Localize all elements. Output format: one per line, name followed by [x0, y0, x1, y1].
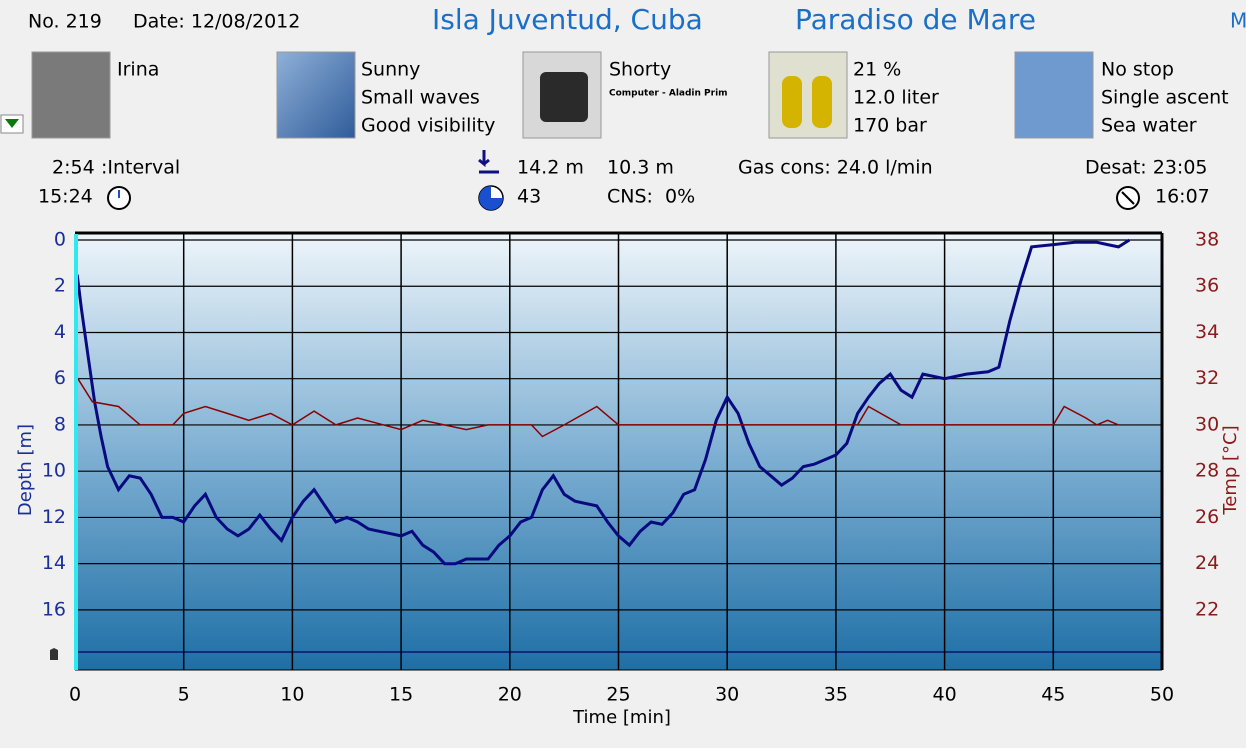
temperature-line: [74, 373, 1119, 438]
x-tick-label: 35: [824, 684, 848, 706]
dive-photo[interactable]: [1014, 51, 1094, 139]
x-tick-label: 0: [69, 684, 81, 706]
tank-photo[interactable]: [768, 51, 848, 139]
interval-label: :Interval: [101, 157, 180, 179]
cut-text: M: [1230, 9, 1246, 33]
y2-tick-label: 30: [1195, 413, 1219, 435]
depth-icon: [478, 150, 499, 174]
location: Isla Juventud, Cuba: [432, 3, 703, 36]
dropdown-arrow: [5, 119, 19, 128]
panel-text: 21 %: [853, 59, 901, 81]
y-tick-label: 2: [54, 275, 66, 297]
x-tick-label: 10: [280, 684, 304, 706]
y-tick-label: 8: [54, 413, 66, 435]
depth-line: [75, 238, 1131, 566]
x-tick-label: 15: [389, 684, 413, 706]
max-depth: 14.2 m: [517, 157, 584, 179]
panel-text: Sea water: [1101, 115, 1197, 137]
panel-text: Irina: [117, 59, 159, 81]
y2-tick-label: 28: [1195, 460, 1219, 482]
nofly-slash: [1121, 191, 1135, 205]
buddy-photo[interactable]: [31, 51, 111, 139]
y-tick-label: 14: [42, 552, 66, 574]
x-tick-label: 25: [606, 684, 630, 706]
duration: 43: [517, 186, 541, 208]
y-axis-label: Depth [m]: [15, 424, 36, 516]
x-tick-label: 5: [178, 684, 190, 706]
y2-tick-label: 26: [1195, 506, 1219, 528]
y2-tick-label: 32: [1195, 367, 1219, 389]
x-tick-label: 40: [933, 684, 957, 706]
y2-tick-label: 24: [1195, 552, 1219, 574]
panel-text: Single ascent: [1101, 87, 1229, 109]
series: [74, 238, 1131, 566]
interval: 2:54: [52, 157, 95, 179]
panel-text: Sunny: [361, 59, 420, 81]
panel-subtext: Computer - Aladin Prim: [609, 89, 728, 99]
tank-icon: [782, 76, 802, 128]
entry-time: 15:24: [38, 186, 93, 208]
y-tick-label: 12: [42, 506, 66, 528]
x-tick-label: 45: [1041, 684, 1065, 706]
x-tick-label: 50: [1150, 684, 1174, 706]
panel-text: No stop: [1101, 59, 1174, 81]
avg-depth: 10.3 m: [607, 157, 674, 179]
panel-text: Shorty: [609, 59, 671, 81]
bottom-icon: [50, 648, 58, 660]
y2-tick-label: 22: [1195, 598, 1219, 620]
dive-number: No. 219: [28, 11, 102, 33]
desaturation: Desat: 23:05: [1085, 157, 1208, 179]
y-tick-label: 10: [42, 460, 66, 482]
x-tick-label: 30: [715, 684, 739, 706]
y-tick-label: 4: [54, 321, 66, 343]
y2-axis-label: Temp [°C]: [1220, 425, 1241, 515]
dive-date: Date: 12/08/2012: [133, 11, 300, 33]
duration-pie: [479, 186, 503, 210]
no-fly-time: 16:07: [1155, 186, 1210, 208]
gas-consumption: Gas cons: 24.0 l/min: [738, 157, 933, 179]
tank-icon: [812, 76, 832, 128]
panel-text: Good visibility: [361, 115, 495, 137]
weather-photo[interactable]: [276, 51, 356, 139]
x-axis-label: Time [min]: [572, 707, 671, 728]
panel-text: Small waves: [361, 87, 480, 109]
panel-text: 170 bar: [853, 115, 927, 137]
x-tick-label: 20: [498, 684, 522, 706]
site: Paradiso de Mare: [795, 3, 1036, 36]
y-tick-label: 0: [54, 229, 66, 251]
y2-tick-label: 38: [1195, 229, 1219, 251]
y2-tick-label: 34: [1195, 321, 1219, 343]
cns: CNS: 0%: [607, 186, 695, 208]
y2-tick-label: 36: [1195, 275, 1219, 297]
panel-text: 12.0 liter: [853, 87, 939, 109]
y-tick-label: 6: [54, 367, 66, 389]
y-tick-label: 16: [42, 598, 66, 620]
bag-icon: [540, 72, 588, 122]
